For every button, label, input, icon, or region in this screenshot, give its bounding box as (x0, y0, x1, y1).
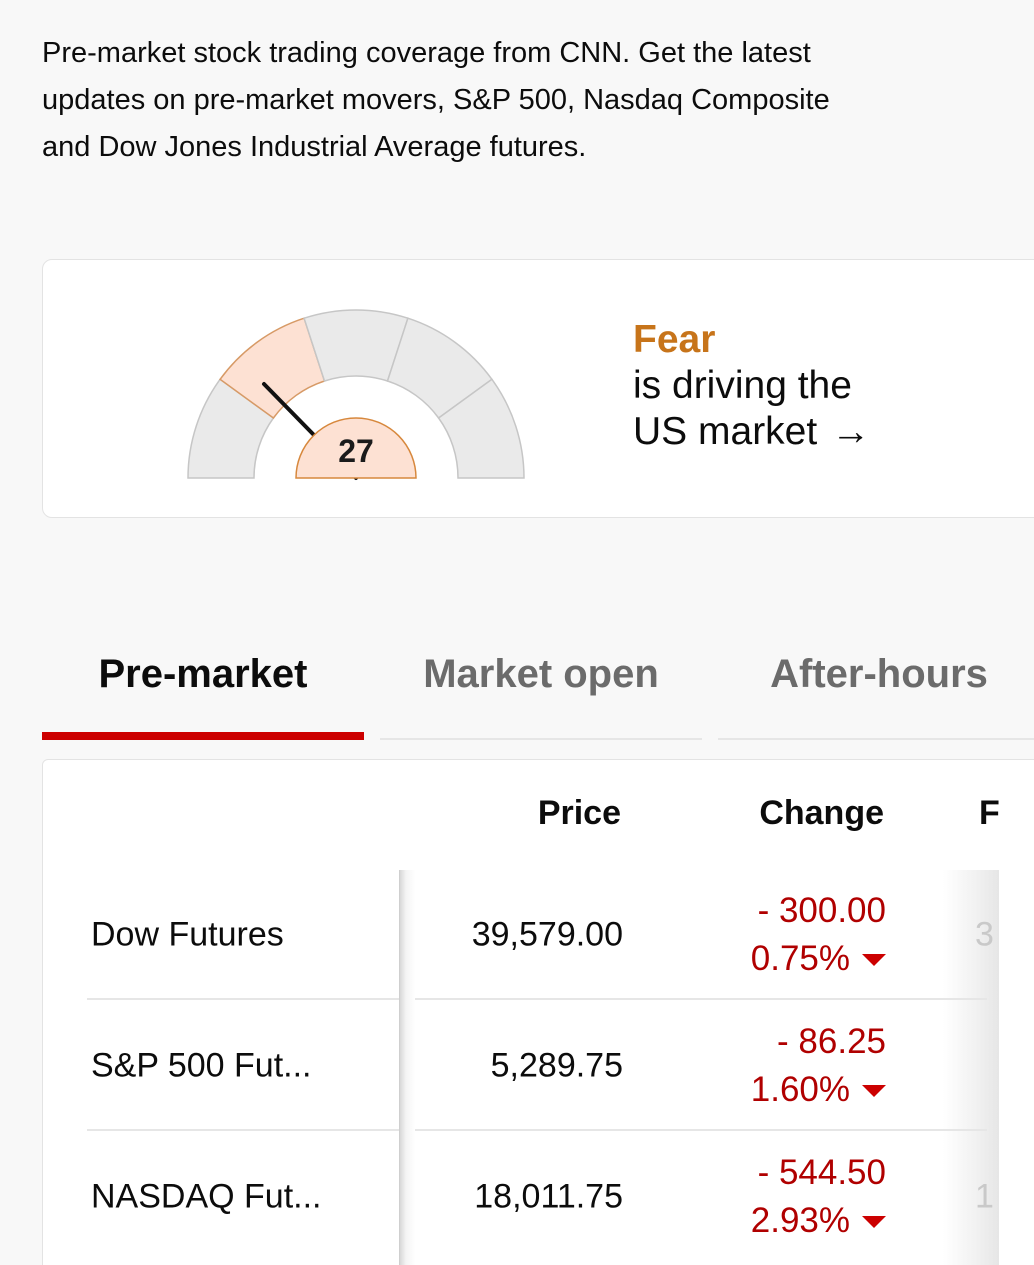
down-triangle-icon (862, 1216, 886, 1229)
arrow-right-icon[interactable]: → (831, 410, 871, 453)
fear-greed-gauge: 27 (187, 309, 525, 480)
tab-active-underline (42, 732, 364, 740)
gauge-segment-extreme-greed (437, 378, 525, 479)
row-price: 18,011.75 (474, 1177, 623, 1215)
row-price: 5,289.75 (490, 1046, 623, 1084)
change-percent: 0.75% (750, 938, 850, 978)
change-percent: 2.93% (750, 1200, 850, 1240)
tab-after-hours[interactable]: After-hours (770, 652, 988, 696)
scroll-shadow-right (943, 870, 999, 1265)
table-row[interactable]: Dow Futures 39,579.00 - 300.00 0.75% 3 (43, 869, 1034, 1000)
market-session-tabs: Pre-market Market open After-hours (42, 640, 1034, 740)
change-percent: 1.60% (750, 1069, 850, 1109)
fear-greed-card[interactable]: 27 Fear is driving the US market → (42, 259, 1034, 518)
row-change: - 544.50 2.93% (751, 1149, 886, 1245)
row-price: 39,579.00 (471, 915, 623, 953)
row-partial-cell: 1 (975, 1177, 994, 1215)
page-description: Pre-market stock trading coverage from C… (42, 37, 830, 163)
row-divider (87, 998, 987, 1000)
column-header-change[interactable]: Change (759, 794, 884, 832)
sentiment-line-3: US market → (633, 409, 870, 455)
change-value: - 86.25 (777, 1021, 886, 1061)
row-change: - 300.00 0.75% (751, 887, 886, 983)
row-name: NASDAQ Fut... (91, 1177, 322, 1215)
row-name: S&P 500 Fut... (91, 1046, 312, 1084)
table-row[interactable]: S&P 500 Fut... 5,289.75 - 86.25 1.60% (43, 1000, 1034, 1131)
table-row[interactable]: NASDAQ Fut... 18,011.75 - 544.50 2.93% 1 (43, 1131, 1034, 1262)
tab-divider (718, 738, 1034, 740)
futures-table: Price Change F Dow Futures 39,579.00 - 3… (42, 759, 1034, 1265)
sticky-column-shadow (399, 870, 415, 1265)
row-name: Dow Futures (91, 915, 284, 953)
row-divider (87, 1129, 987, 1131)
column-header-partial[interactable]: F (979, 794, 1000, 832)
row-change: - 86.25 1.60% (751, 1018, 886, 1114)
change-value: - 300.00 (757, 890, 886, 930)
change-value: - 544.50 (757, 1152, 886, 1192)
tab-market-open[interactable]: Market open (423, 652, 659, 696)
sentiment-line-2: is driving the (633, 364, 852, 407)
sentiment-word: Fear (633, 318, 716, 361)
tab-divider (380, 738, 702, 740)
column-header-price[interactable]: Price (537, 794, 621, 832)
row-partial-cell: 3 (975, 915, 994, 953)
fear-greed-message[interactable]: Fear is driving the US market → (633, 317, 870, 455)
down-triangle-icon (862, 954, 886, 967)
gauge-value: 27 (338, 433, 374, 469)
tab-pre-market[interactable]: Pre-market (98, 652, 308, 696)
sentiment-line-3-text: US market (633, 410, 818, 453)
down-triangle-icon (862, 1085, 886, 1098)
gauge-center-dial (295, 417, 417, 479)
